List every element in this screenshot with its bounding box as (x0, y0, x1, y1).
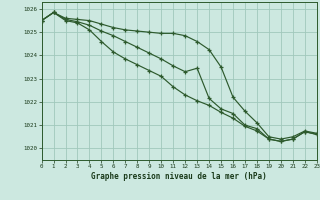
X-axis label: Graphe pression niveau de la mer (hPa): Graphe pression niveau de la mer (hPa) (91, 172, 267, 181)
